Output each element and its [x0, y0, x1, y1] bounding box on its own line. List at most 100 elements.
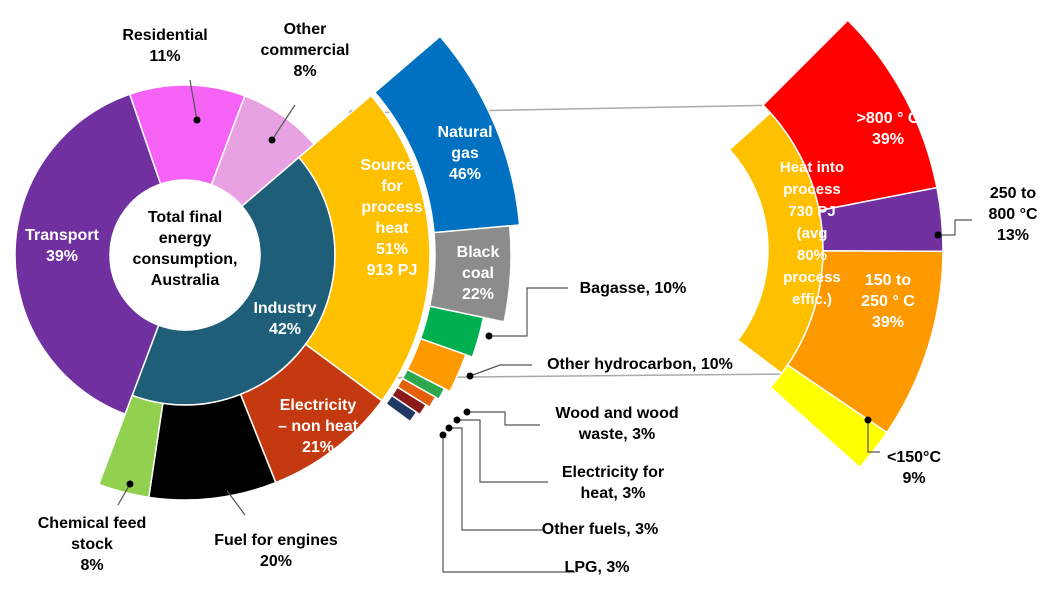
text-line: commercial — [261, 42, 350, 59]
leader-dot — [864, 416, 872, 424]
value-label: 46% — [449, 166, 481, 183]
text-line: 39% — [46, 248, 78, 265]
text-line: Heat into — [780, 159, 844, 176]
leader-line — [469, 364, 532, 377]
text-line: 39% — [872, 131, 904, 148]
text-line: 80% — [797, 247, 827, 264]
text-line: 46% — [449, 166, 481, 183]
category-label: Natural gas — [437, 124, 492, 162]
text-line: energy — [159, 230, 212, 247]
text-line: 150 to — [865, 272, 911, 289]
leader-line — [117, 483, 131, 506]
category-label: 250 to 800 °C — [988, 185, 1038, 223]
value-label: 42% — [269, 321, 301, 338]
leader-dot — [466, 372, 474, 380]
text-line: gas — [451, 145, 479, 162]
category-label: Electricity for heat, 3% — [562, 464, 664, 502]
category-label: Chemical feed stock — [38, 515, 146, 553]
text-line: LPG, 3% — [565, 559, 630, 576]
value-label: 9% — [902, 470, 925, 487]
text-line: 21% — [302, 439, 334, 456]
leader-dot — [445, 424, 453, 432]
text-line: 42% — [269, 321, 301, 338]
text-line: – non heat — [278, 418, 359, 435]
text-line: waste, 3% — [578, 426, 655, 443]
text-line: 250 ° C — [861, 293, 915, 310]
value-label: 11% — [149, 48, 180, 65]
text-line: <150°C — [887, 449, 941, 466]
text-line: process — [783, 269, 841, 286]
value-label: 22% — [462, 286, 494, 303]
leader-line — [224, 487, 246, 516]
text-line: 39% — [872, 314, 904, 331]
heat-label: Heat into process 730 PJ (avg 80% process effi… — [780, 159, 844, 308]
leader-line — [449, 427, 544, 531]
value-label: 20% — [260, 553, 292, 570]
text-line: 9% — [902, 470, 925, 487]
energy-label: 913 PJ — [367, 262, 418, 279]
segment — [373, 35, 521, 234]
text-line: consumption, — [133, 251, 238, 268]
text-line: 11% — [149, 48, 180, 65]
text-line: Fuel for engines — [214, 532, 338, 549]
category-label: Residential — [122, 27, 207, 44]
leader-line — [271, 104, 296, 141]
text-line: >800 ° C — [857, 110, 920, 127]
text-line: Bagasse, 10% — [580, 280, 687, 297]
segment — [297, 94, 431, 402]
category-label: Other hydrocarbon, 10% — [547, 356, 733, 373]
value-label: 51% — [376, 241, 408, 258]
text-line: Sources — [360, 157, 423, 174]
leader-dot — [193, 116, 201, 124]
text-line: 800 °C — [988, 206, 1038, 223]
leader-dot — [934, 231, 942, 239]
category-label: >800 ° C — [857, 110, 920, 127]
category-label: Black coal — [457, 244, 500, 282]
text-line: Natural — [437, 124, 492, 141]
text-line: Other fuels, 3% — [542, 521, 658, 538]
text-line: Residential — [122, 27, 207, 44]
leader-line — [467, 411, 540, 426]
leader-line — [867, 420, 880, 453]
category-label: 150 to 250 ° C — [861, 272, 915, 310]
category-label: <150°C — [887, 449, 941, 466]
text-line: Electricity for — [562, 464, 664, 481]
text-line: for — [381, 178, 402, 195]
value-label: 39% — [872, 314, 904, 331]
value-label: 8% — [293, 63, 316, 80]
segment — [384, 394, 418, 423]
leader-line — [189, 79, 198, 121]
category-label: Electricity – non heat — [278, 397, 359, 435]
category-label: Sources for process heat — [360, 157, 423, 237]
text-line: Transport — [25, 227, 99, 244]
leader-line — [489, 287, 568, 337]
value-label: 39% — [872, 131, 904, 148]
category-label: Industry — [253, 300, 316, 317]
text-line: 22% — [462, 286, 494, 303]
value-label: 39% — [46, 248, 78, 265]
category-label: Other commercial — [261, 21, 350, 59]
leader-line — [457, 419, 548, 483]
leader-line — [938, 219, 972, 236]
text-line: 913 PJ — [367, 262, 418, 279]
text-line: heat, 3% — [581, 485, 646, 502]
text-line: Other — [284, 21, 327, 38]
category-label: Other fuels, 3% — [542, 521, 658, 538]
value-label: 13% — [997, 227, 1029, 244]
text-line: (avg — [797, 225, 828, 242]
segment — [769, 364, 888, 469]
text-line: 8% — [293, 63, 316, 80]
text-line: Australia — [151, 272, 220, 289]
text-line: Industry — [253, 300, 316, 317]
text-line: Electricity — [280, 397, 357, 414]
text-line: stock — [71, 536, 113, 553]
text-line: 250 to — [990, 185, 1036, 202]
text-line: Other hydrocarbon, 10% — [547, 356, 733, 373]
value-label: 8% — [80, 557, 103, 574]
segment — [97, 394, 164, 499]
text-line: effic.) — [792, 291, 832, 308]
center-hole — [110, 180, 260, 330]
leader-dot — [485, 332, 493, 340]
leader-line — [442, 435, 575, 573]
text-line: 20% — [260, 553, 292, 570]
